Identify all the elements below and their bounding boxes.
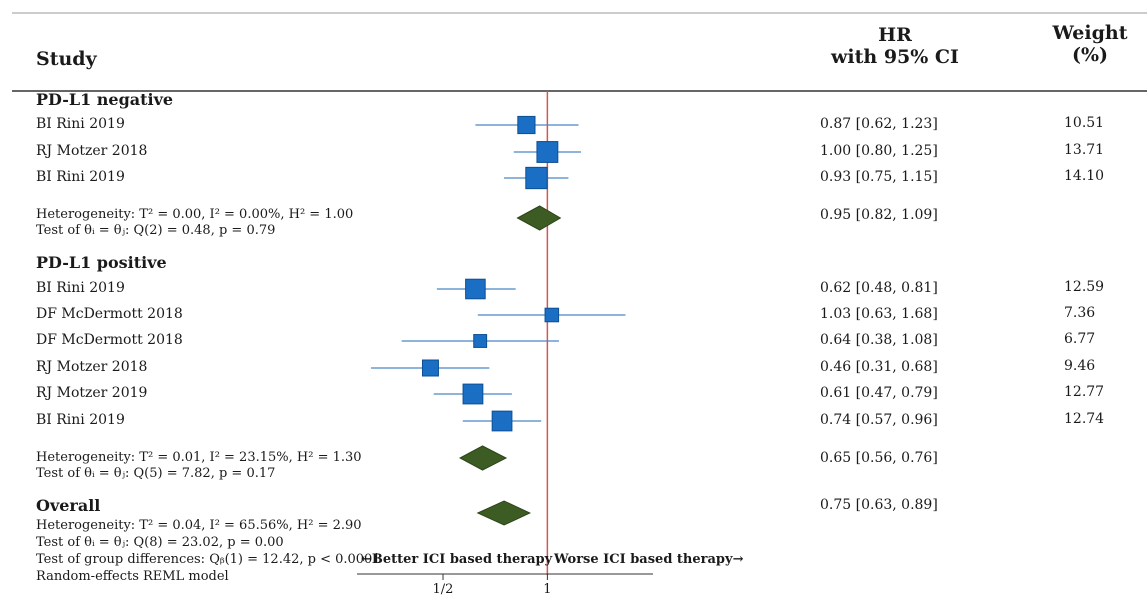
study-marker: [536, 141, 559, 163]
overall-heterogeneity-text: Heterogeneity: T² = 0.04, I² = 65.56%, H…: [36, 518, 362, 533]
summary-diamond: [459, 445, 508, 471]
hr-value: 0.87 [0.62, 1.23]: [820, 116, 938, 132]
study-marker: [491, 410, 513, 432]
hr-value: 0.93 [0.75, 1.15]: [820, 169, 938, 185]
study-label: DF McDermott 2018: [36, 332, 183, 348]
hr-value: 0.46 [0.31, 0.68]: [820, 359, 938, 375]
weight-value: 12.77: [1064, 384, 1105, 400]
weight-column-header: Weight (%): [1040, 22, 1140, 66]
study-column-header: Study: [36, 48, 97, 70]
overall-theta-test-text: Test of θᵢ = θⱼ: Q(8) = 23.02, p = 0.00: [36, 535, 284, 550]
hr-column-header: HR with 95% CI: [820, 24, 970, 68]
x-tick-label: 1/2: [432, 582, 454, 597]
study-label: BI Rini 2019: [36, 412, 125, 428]
weight-value: 9.46: [1064, 358, 1096, 374]
hr-value: 1.03 [0.63, 1.68]: [820, 306, 938, 322]
study-label: RJ Motzer 2019: [36, 385, 148, 401]
hr-header-line1: HR: [878, 24, 912, 46]
weight-value: 10.51: [1064, 115, 1105, 131]
study-marker: [517, 115, 536, 135]
weight-value: 14.10: [1064, 168, 1105, 184]
heterogeneity-text: Heterogeneity: T² = 0.00, I² = 0.00%, H²…: [36, 207, 354, 222]
model-text: Random-effects REML model: [36, 569, 229, 584]
study-label: RJ Motzer 2018: [36, 143, 148, 159]
summary-hr-value: 0.65 [0.56, 0.76]: [820, 450, 938, 466]
hr-value: 0.61 [0.47, 0.79]: [820, 385, 938, 401]
summary-diamond: [516, 205, 562, 231]
weight-value: 13.71: [1064, 142, 1105, 158]
study-marker: [544, 307, 560, 323]
weight-value: 6.77: [1064, 331, 1096, 347]
study-label: BI Rini 2019: [36, 280, 125, 296]
study-label: BI Rini 2019: [36, 116, 125, 132]
better-therapy-annotation: ←Better ICI based therapy: [361, 552, 553, 567]
study-marker: [462, 383, 484, 405]
theta-test-text: Test of θᵢ = θⱼ: Q(5) = 7.82, p = 0.17: [36, 466, 276, 481]
study-label: DF McDermott 2018: [36, 306, 183, 322]
weight-value: 12.59: [1064, 279, 1105, 295]
study-label: BI Rini 2019: [36, 169, 125, 185]
summary-hr-value: 0.95 [0.82, 1.09]: [820, 207, 938, 223]
worse-therapy-annotation: Worse ICI based therapy→: [554, 552, 744, 567]
group-title: PD-L1 positive: [36, 253, 167, 272]
weight-header-line2: (%): [1071, 44, 1109, 66]
hr-value: 0.62 [0.48, 0.81]: [820, 280, 938, 296]
hr-value: 0.64 [0.38, 1.08]: [820, 332, 938, 348]
study-marker: [525, 166, 548, 190]
weight-value: 12.74: [1064, 411, 1105, 427]
group-title: PD-L1 negative: [36, 90, 174, 109]
theta-test-text: Test of θᵢ = θⱼ: Q(2) = 0.48, p = 0.79: [36, 223, 276, 238]
hr-value: 0.74 [0.57, 0.96]: [820, 412, 938, 428]
heterogeneity-text: Heterogeneity: T² = 0.01, I² = 23.15%, H…: [36, 450, 362, 465]
weight-header-line1: Weight: [1052, 22, 1128, 44]
overall-hr-value: 0.75 [0.63, 0.89]: [820, 497, 938, 513]
x-tick-label: 1: [543, 582, 552, 597]
hr-header-line2: with 95% CI: [831, 46, 959, 68]
study-marker: [465, 278, 486, 300]
weight-value: 7.36: [1064, 305, 1096, 321]
group-differences-text: Test of group differences: Qᵦ(1) = 12.42…: [36, 552, 381, 567]
study-marker: [421, 359, 439, 377]
study-label: RJ Motzer 2018: [36, 359, 148, 375]
study-marker: [473, 334, 488, 348]
hr-value: 1.00 [0.80, 1.25]: [820, 143, 938, 159]
summary-diamond: [476, 500, 532, 526]
overall-title: Overall: [36, 496, 101, 515]
